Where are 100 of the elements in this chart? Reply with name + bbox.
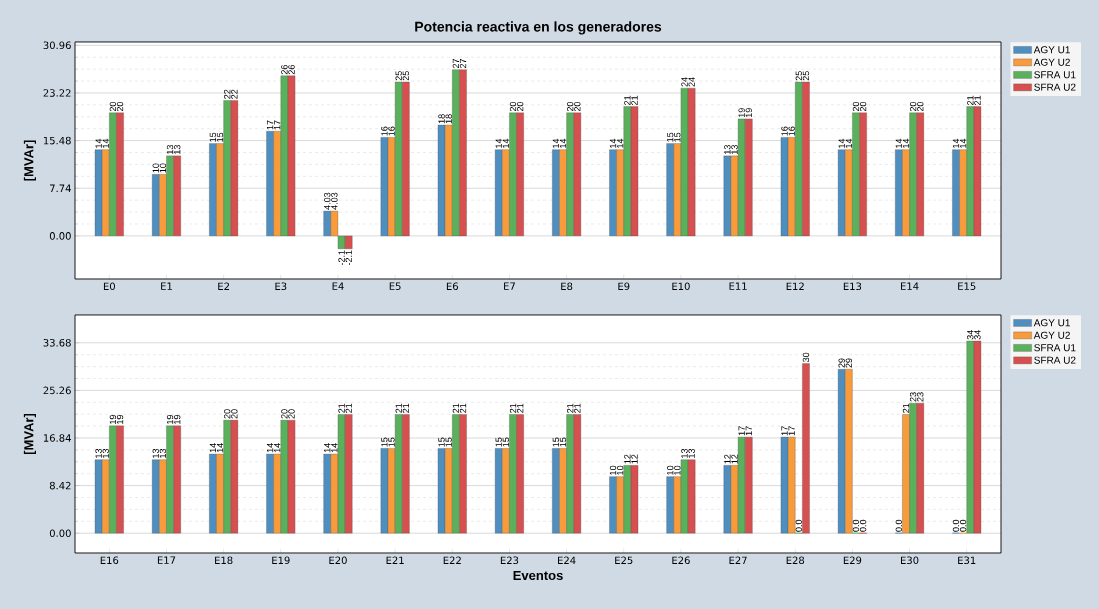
- data-label: 34: [974, 330, 981, 340]
- chart-title: Potencia reactiva en los generadores: [415, 21, 662, 35]
- legend-label: AGY U2: [1033, 58, 1070, 66]
- data-label: 20: [281, 409, 288, 419]
- data-label: 14: [838, 138, 845, 148]
- data-label: 17: [266, 120, 274, 130]
- y-tick-label: 16.84: [43, 434, 71, 442]
- data-label: 14: [331, 443, 338, 453]
- data-label: 16: [781, 126, 788, 136]
- data-label: 21: [574, 403, 581, 413]
- x-tick-label: E16: [100, 556, 119, 565]
- data-label: 21: [631, 95, 638, 105]
- x-tick-label: E8: [561, 282, 573, 291]
- x-tick-label: E9: [618, 282, 630, 291]
- x-tick-label: E10: [672, 282, 690, 291]
- data-label: 15: [674, 132, 681, 142]
- data-label: 13: [102, 448, 109, 458]
- data-label: 21: [459, 403, 467, 413]
- x-tick-label: E1: [161, 282, 172, 290]
- data-label: 16: [788, 126, 795, 136]
- legend-label: SFRA U2: [1034, 356, 1076, 364]
- data-label: 15: [495, 437, 502, 447]
- y-tick-label: 33.68: [43, 339, 71, 347]
- x-tick-label: E26: [672, 556, 690, 565]
- x-tick-label: E6: [446, 282, 458, 291]
- data-label: 20: [859, 101, 867, 112]
- data-label: 0.0: [959, 519, 967, 532]
- data-label: 29: [845, 358, 853, 368]
- data-label: 15: [502, 437, 509, 447]
- data-label: 21: [967, 95, 974, 105]
- data-label: 13: [724, 145, 731, 154]
- data-label: 4.03: [331, 192, 338, 210]
- data-label: 21: [517, 403, 524, 413]
- data-label: 10: [616, 465, 624, 475]
- data-label: 15: [667, 132, 674, 142]
- data-label: 20: [509, 101, 517, 112]
- data-label: 20: [231, 409, 238, 419]
- bar: [802, 363, 810, 534]
- x-tick-label: E0: [103, 282, 115, 291]
- x-tick-label: E28: [786, 556, 805, 565]
- data-label: 19: [109, 415, 117, 424]
- data-label: 14: [274, 443, 281, 453]
- data-label: 0.0: [795, 519, 802, 532]
- x-tick-label: E11: [729, 282, 747, 290]
- data-label: 20: [574, 101, 581, 112]
- data-label: 14: [559, 138, 567, 148]
- data-label: 29: [838, 358, 845, 368]
- data-label: 15: [559, 437, 567, 447]
- x-tick-label: E15: [958, 282, 976, 290]
- data-label: 10: [674, 465, 681, 475]
- data-label: 14: [617, 138, 624, 148]
- data-label: 12: [731, 454, 738, 464]
- y-tick-label: 0.00: [49, 232, 71, 240]
- data-label: 21: [567, 403, 574, 413]
- data-label: 27: [459, 58, 467, 69]
- data-label: 22: [231, 89, 238, 99]
- data-label: 15: [552, 437, 560, 447]
- x-tick-label: E31: [958, 556, 976, 565]
- data-label: 12: [631, 454, 638, 464]
- data-label: 20: [109, 101, 117, 112]
- data-label: 21: [974, 95, 981, 105]
- x-tick-label: E14: [901, 282, 919, 290]
- data-label: 16: [388, 126, 395, 136]
- data-label: 34: [967, 330, 974, 340]
- data-label: 15: [438, 437, 445, 447]
- legend-label: SFRA U2: [1034, 83, 1076, 91]
- x-tick-label: E25: [615, 556, 633, 565]
- x-tick-label: E18: [215, 556, 233, 565]
- data-label: 14: [266, 443, 274, 453]
- data-label: 16: [381, 126, 388, 136]
- x-tick-label: E13: [843, 282, 862, 291]
- data-label: 24: [688, 77, 695, 87]
- data-label: 21: [345, 403, 352, 413]
- data-label: 14: [324, 443, 331, 453]
- x-axis-title: Eventos: [513, 570, 563, 581]
- data-label: 15: [445, 437, 452, 447]
- data-label: 0.0: [895, 519, 903, 532]
- data-label: -2.1: [345, 250, 352, 266]
- data-label: 20: [909, 101, 917, 112]
- data-label: 25: [395, 71, 402, 81]
- data-label: 27: [452, 58, 459, 69]
- legend-label: SFRA U1: [1034, 71, 1076, 79]
- data-label: 17: [738, 426, 745, 436]
- x-tick-label: E24: [558, 556, 576, 564]
- data-label: 0.0: [859, 519, 867, 532]
- data-label: 12: [724, 454, 731, 464]
- y-axis-title: [MVAr]: [23, 413, 36, 455]
- legend-label: SFRA U1: [1034, 344, 1076, 352]
- x-tick-label: E27: [729, 556, 747, 564]
- data-label: 15: [216, 132, 224, 142]
- data-label: 21: [395, 403, 402, 413]
- data-label: 20: [566, 101, 574, 112]
- data-label: 21: [902, 403, 910, 413]
- y-tick-label: 0.00: [49, 529, 71, 537]
- data-label: 20: [516, 101, 524, 112]
- data-label: 19: [116, 415, 124, 424]
- data-label: 20: [288, 409, 295, 419]
- data-label: 14: [895, 138, 902, 148]
- data-label: 21: [509, 403, 517, 413]
- y-tick-label: 25.26: [43, 386, 71, 395]
